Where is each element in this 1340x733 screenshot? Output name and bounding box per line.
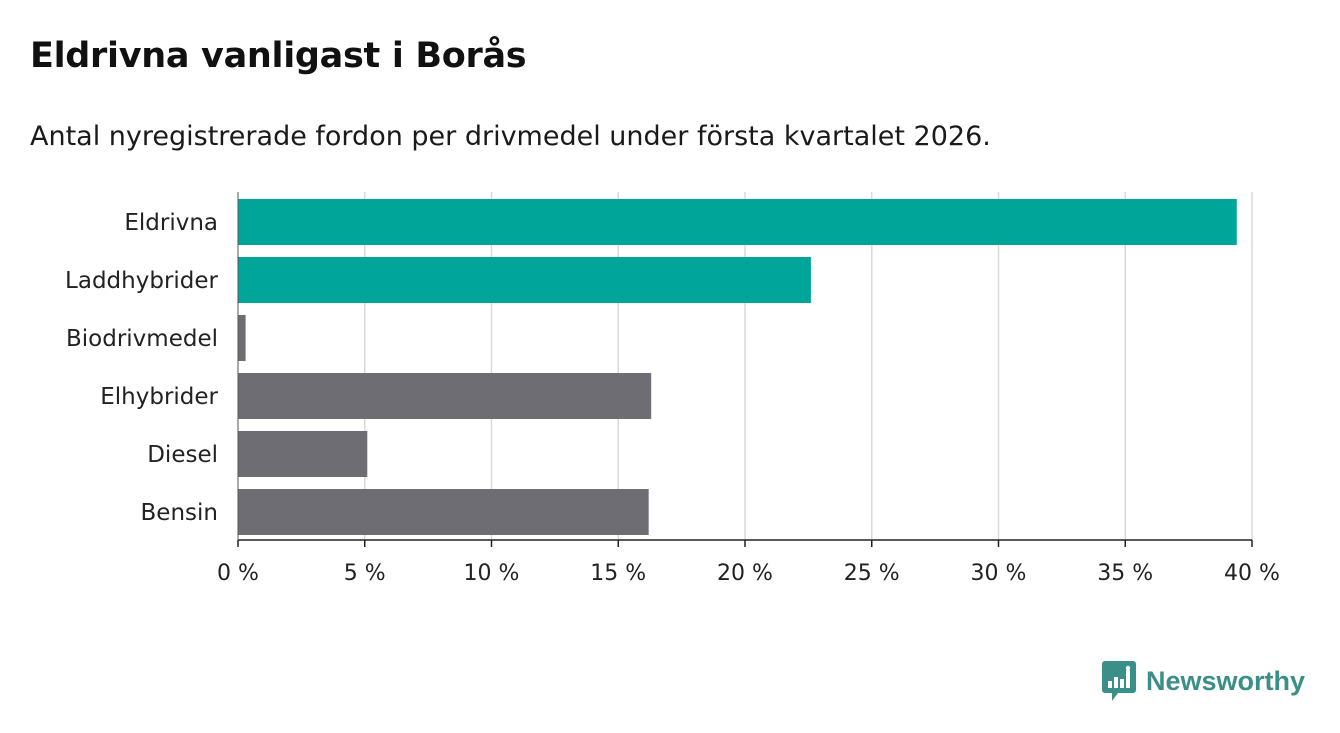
bars (238, 199, 1237, 535)
bar (238, 199, 1237, 245)
x-axis: 0 % 5 % 10 % 15 % 20 % 25 % 30 % 35 % 40 % (217, 192, 1280, 586)
category-label: Elhybrider (100, 384, 218, 410)
chart-title: Eldrivna vanligast i Borås (30, 36, 527, 76)
grid-lines (364, 192, 1253, 540)
brand-name: Newsworthy (1146, 665, 1306, 696)
x-tick-label: 20 % (717, 561, 773, 586)
bar-chart-logo-icon (1102, 661, 1136, 701)
category-label: Bensin (141, 500, 218, 526)
x-tick-label: 0 % (217, 561, 259, 586)
category-label: Eldrivna (124, 210, 218, 236)
x-tick-label: 40 % (1224, 561, 1280, 586)
bar (238, 489, 649, 535)
bar (238, 373, 652, 419)
bar (238, 257, 811, 303)
x-tick-label: 25 % (844, 561, 900, 586)
brand-logo: Newsworthy (1102, 661, 1305, 701)
bar (238, 315, 246, 361)
x-tick-label: 5 % (344, 561, 386, 586)
x-tick-label: 30 % (971, 561, 1027, 586)
category-label: Diesel (147, 442, 218, 468)
category-label: Laddhybrider (65, 268, 218, 294)
x-tick-label: 15 % (590, 561, 646, 586)
category-label: Biodrivmedel (66, 326, 218, 352)
category-labels: Eldrivna Laddhybrider Biodrivmedel Elhybrid… (65, 210, 218, 526)
x-tick-label: 35 % (1097, 561, 1153, 586)
bar (238, 431, 368, 477)
x-tick-label: 10 % (464, 561, 520, 586)
chart-subtitle: Antal nyregistrerade fordon per drivmede… (30, 121, 991, 152)
